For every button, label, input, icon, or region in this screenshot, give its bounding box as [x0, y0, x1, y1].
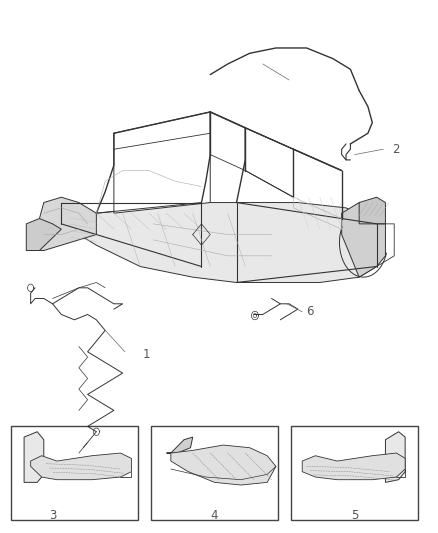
Polygon shape [342, 203, 385, 277]
Text: 1: 1 [142, 348, 150, 361]
Polygon shape [39, 197, 96, 251]
Polygon shape [24, 432, 44, 482]
Polygon shape [166, 437, 193, 453]
Polygon shape [114, 112, 210, 213]
Polygon shape [61, 203, 377, 282]
Text: 4: 4 [211, 509, 219, 522]
Bar [291, 426, 418, 520]
Text: 6: 6 [307, 305, 314, 318]
Polygon shape [26, 219, 61, 251]
Polygon shape [171, 445, 276, 485]
Polygon shape [31, 453, 131, 480]
Polygon shape [359, 197, 385, 224]
Polygon shape [245, 128, 293, 197]
Text: 3: 3 [49, 509, 56, 522]
Text: 5: 5 [351, 509, 358, 522]
Polygon shape [302, 453, 405, 480]
Bar [151, 426, 278, 520]
Polygon shape [385, 432, 405, 482]
Text: 2: 2 [392, 143, 399, 156]
Bar [11, 426, 138, 520]
